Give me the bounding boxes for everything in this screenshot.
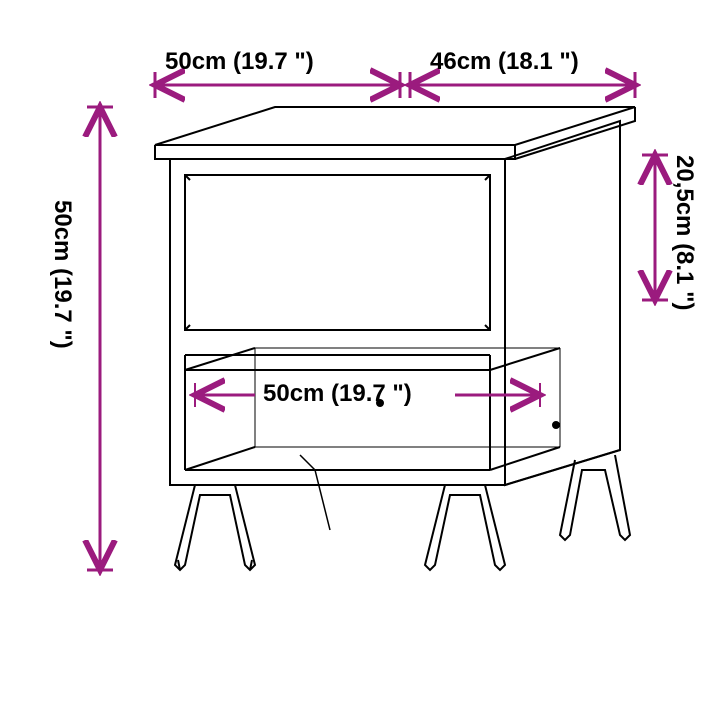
dimension-lines bbox=[87, 72, 668, 570]
furniture-drawing bbox=[0, 0, 720, 720]
dim-height-left: 50cm (19.7 ") bbox=[48, 200, 76, 349]
dim-depth-top: 46cm (18.1 ") bbox=[430, 48, 579, 76]
diagram-container: 50cm (19.7 ") 46cm (18.1 ") 50cm (19.7 "… bbox=[0, 0, 720, 720]
dim-inner-width: 50cm (19.7 ") bbox=[263, 380, 412, 408]
furniture-outline bbox=[155, 107, 635, 570]
dim-drawer-height-right: 20,5cm (8.1 ") bbox=[670, 155, 698, 310]
dim-width-top: 50cm (19.7 ") bbox=[165, 48, 314, 76]
